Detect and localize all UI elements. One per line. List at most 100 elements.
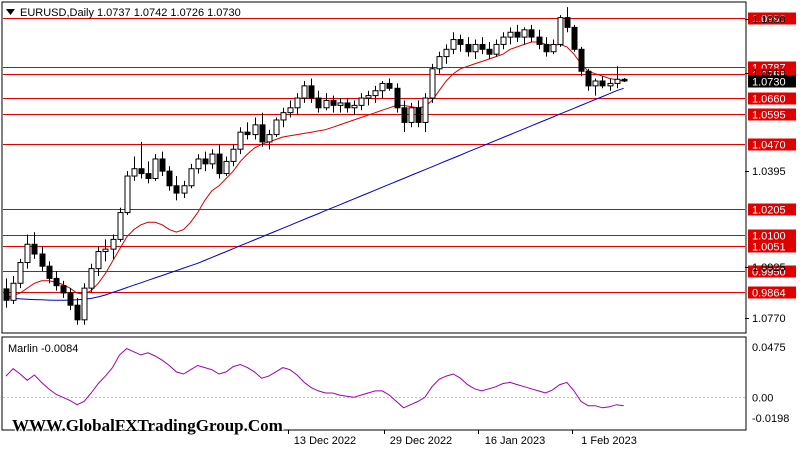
candle-16	[117, 207, 124, 242]
level-tag-6	[748, 203, 796, 216]
time-axis: 13 Dec 2022 29 Dec 2022 16 Jan 2023 1 Feb 2…	[288, 430, 637, 447]
candle-11	[81, 283, 88, 325]
candle-31	[223, 156, 230, 177]
candle-30	[216, 144, 223, 179]
candle-61	[436, 51, 443, 74]
candle-38	[273, 117, 280, 138]
level-tag-3	[748, 92, 796, 105]
candle-body-42	[301, 85, 308, 99]
candle-72	[514, 24, 521, 42]
candle-52	[372, 85, 379, 103]
level-tag-10	[748, 286, 796, 299]
current-price-label: 1.0730	[752, 77, 786, 89]
candle-body-73	[521, 29, 528, 38]
candle-body-56	[401, 107, 408, 123]
horizontal-levels: 1.09901.07871.07581.06601.05951.04701.02…	[3, 12, 796, 300]
candle-14	[102, 239, 109, 262]
candle-33	[237, 127, 244, 155]
candle-body-2	[17, 262, 24, 284]
level-tag-label-9: 0.9950	[752, 267, 786, 279]
candle-9	[67, 288, 74, 311]
level-tag-label-5: 1.0470	[752, 140, 786, 152]
level-tag-9	[748, 265, 796, 278]
time-axis-label-0: 13 Dec 2022	[294, 435, 356, 447]
candle-35	[252, 117, 259, 140]
slow-ma-line	[5, 87, 624, 301]
candle-29	[209, 149, 216, 169]
candle-body-5	[39, 253, 46, 267]
indicator-axis-label-1: 0.00	[752, 392, 773, 404]
candle-80	[571, 24, 578, 52]
candle-body-28	[202, 158, 209, 165]
candle-body-23	[166, 170, 173, 187]
candle-body-75	[536, 36, 543, 45]
candle-43	[308, 78, 315, 103]
level-tag-label-7: 1.0100	[752, 231, 786, 243]
candle-body-38	[273, 119, 280, 136]
candle-71	[507, 27, 514, 45]
indicator-label: Marlin -0.0084	[8, 343, 78, 355]
candle-body-26	[188, 168, 195, 187]
candle-body-57	[408, 107, 415, 123]
candle-46	[330, 95, 337, 113]
candle-27	[195, 154, 202, 174]
candle-42	[301, 80, 308, 103]
candle-47	[337, 98, 344, 113]
main-pane-frame	[1, 1, 747, 334]
candle-45	[323, 93, 330, 111]
chart-dropdown-arrow-icon[interactable]	[6, 9, 15, 15]
candle-body-1	[10, 282, 17, 301]
candle-body-63	[450, 39, 457, 50]
candle-body-83	[592, 80, 599, 87]
indicator-line	[5, 348, 624, 409]
candle-body-68	[486, 48, 493, 55]
candle-body-8	[60, 285, 67, 294]
candle-55	[394, 83, 401, 113]
candle-body-0	[3, 288, 10, 301]
candle-body-18	[131, 168, 138, 177]
candle-body-87	[621, 78, 628, 82]
candle-body-58	[415, 107, 422, 123]
indicator-axis-label-0: 0.0475	[752, 342, 786, 354]
candle-28	[202, 151, 209, 172]
candle-41	[294, 93, 301, 116]
candle-66	[472, 39, 479, 60]
price-axis-label-3: 1.0925	[752, 262, 786, 274]
level-tag-4	[748, 108, 796, 121]
candle-body-27	[195, 158, 202, 170]
candle-body-9	[67, 292, 74, 306]
candle-24	[173, 176, 180, 201]
candle-body-65	[465, 43, 472, 53]
candle-62	[443, 44, 450, 64]
candle-17	[124, 171, 131, 216]
candle-73	[521, 27, 528, 45]
candle-body-79	[564, 17, 571, 28]
price-axis-label-4: 1.0770	[752, 313, 786, 325]
candle-78	[557, 15, 564, 47]
candle-1	[10, 275, 17, 304]
candle-body-40	[287, 107, 294, 114]
candle-body-20	[145, 173, 152, 179]
indicator-axis-label-2: -0.0198	[752, 413, 789, 425]
marlin-indicator: 0.0475 0.00 -0.0198	[3, 342, 789, 425]
candle-body-43	[308, 85, 315, 99]
candle-body-4	[31, 243, 38, 255]
candle-4	[31, 232, 38, 259]
level-tag-label-4: 1.0595	[752, 110, 786, 122]
indicator-pane-frame	[1, 336, 747, 431]
candle-87	[621, 78, 628, 82]
candle-body-22	[159, 158, 166, 172]
candle-body-31	[223, 160, 230, 175]
candle-body-78	[557, 17, 564, 45]
candle-82	[585, 68, 592, 91]
candle-53	[379, 80, 386, 99]
candle-body-7	[53, 277, 60, 287]
candle-body-49	[351, 104, 358, 109]
candle-body-59	[422, 97, 429, 123]
current-price-tag	[748, 75, 796, 88]
candle-10	[74, 297, 81, 325]
watermark: WWW.GlobalFXTradingGroup.Com	[12, 416, 283, 435]
candle-59	[422, 93, 429, 133]
candle-body-51	[365, 95, 372, 99]
